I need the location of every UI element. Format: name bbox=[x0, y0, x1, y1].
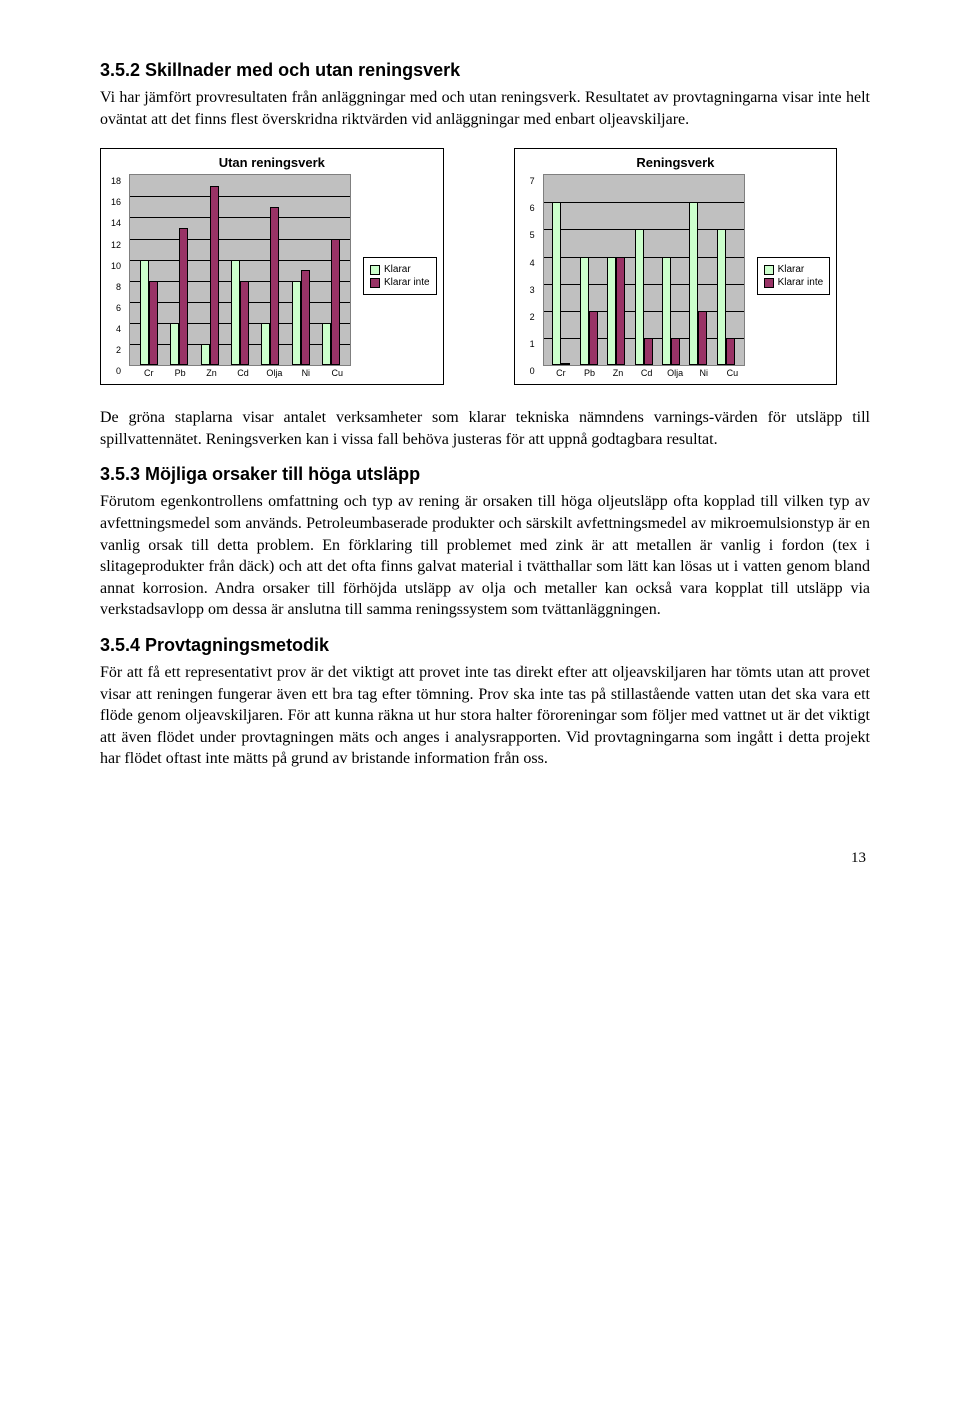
y-tick-label: 6 bbox=[521, 203, 535, 213]
bar-klarar-inte bbox=[644, 338, 653, 365]
bar-klarar-inte bbox=[301, 270, 310, 365]
page-number: 13 bbox=[100, 850, 870, 867]
bar-klarar-inte bbox=[240, 281, 249, 365]
y-tick-label: 2 bbox=[107, 345, 121, 355]
y-tick-label: 10 bbox=[107, 261, 121, 271]
bar-klarar bbox=[292, 281, 301, 365]
bar-klarar bbox=[140, 260, 149, 366]
y-tick-label: 4 bbox=[107, 324, 121, 334]
bar-klarar bbox=[552, 202, 561, 365]
section-1-text: Vi har jämfört provresultaten från anläg… bbox=[100, 87, 870, 130]
legend-label: Klarar bbox=[778, 264, 805, 275]
x-label: Olja bbox=[259, 368, 290, 378]
bar-klarar-inte bbox=[616, 257, 625, 366]
legend-label: Klarar inte bbox=[778, 277, 824, 288]
bar-klarar-inte bbox=[149, 281, 158, 365]
y-tick-label: 2 bbox=[521, 312, 535, 322]
x-label: Ni bbox=[689, 368, 718, 378]
bar-klarar-inte bbox=[698, 311, 707, 365]
bar-group bbox=[712, 175, 739, 365]
bar-klarar bbox=[580, 257, 589, 366]
bar-group bbox=[134, 175, 164, 365]
chart-title: Reningsverk bbox=[521, 155, 831, 170]
y-tick-label: 14 bbox=[107, 218, 121, 228]
y-tick-label: 3 bbox=[521, 285, 535, 295]
y-tick-label: 1 bbox=[521, 339, 535, 349]
bar-klarar bbox=[322, 323, 331, 365]
legend-swatch-icon bbox=[764, 265, 774, 275]
bar-group bbox=[195, 175, 225, 365]
chart-utan-reningsverk: Utan reningsverk 0 2 4 6 8 10 12 14 16 18 CrPbZnCdO… bbox=[100, 148, 444, 385]
y-tick-label: 0 bbox=[521, 366, 535, 376]
bar-klarar-inte bbox=[331, 239, 340, 366]
bar-klarar-inte bbox=[589, 311, 598, 365]
section-2-text: Förutom egenkontrollens omfattning och t… bbox=[100, 491, 870, 621]
x-label: Pb bbox=[575, 368, 604, 378]
legend-swatch-icon bbox=[370, 278, 380, 288]
bar-group bbox=[685, 175, 712, 365]
x-label: Cr bbox=[133, 368, 164, 378]
bar-group bbox=[225, 175, 255, 365]
bar-group bbox=[602, 175, 629, 365]
bar-klarar bbox=[231, 260, 240, 366]
bar-klarar bbox=[689, 202, 698, 365]
x-label: Cu bbox=[718, 368, 747, 378]
legend-label: Klarar inte bbox=[384, 277, 430, 288]
bar-klarar bbox=[662, 257, 671, 366]
para-after-charts: De gröna staplarna visar antalet verksam… bbox=[100, 407, 870, 450]
bar-klarar bbox=[261, 323, 270, 365]
bar-group bbox=[316, 175, 346, 365]
x-label: Cr bbox=[547, 368, 576, 378]
plot-area bbox=[543, 174, 745, 366]
legend-label: Klarar bbox=[384, 264, 411, 275]
bar-klarar bbox=[170, 323, 179, 365]
bar-klarar bbox=[201, 344, 210, 365]
charts-row: Utan reningsverk024681012141618CrPbZnCdO… bbox=[100, 148, 870, 385]
bar-group bbox=[164, 175, 194, 365]
bar-group bbox=[657, 175, 684, 365]
y-tick-label: 4 bbox=[521, 258, 535, 268]
bar-klarar bbox=[717, 229, 726, 365]
y-tick-label: 12 bbox=[107, 240, 121, 250]
x-label: Zn bbox=[604, 368, 633, 378]
bar-klarar bbox=[635, 229, 644, 365]
bar-klarar-inte bbox=[561, 363, 570, 365]
x-label: Ni bbox=[290, 368, 321, 378]
bar-klarar-inte bbox=[210, 186, 219, 365]
x-label: Cu bbox=[322, 368, 353, 378]
bar-klarar-inte bbox=[671, 338, 680, 365]
legend-swatch-icon bbox=[370, 265, 380, 275]
bar-group bbox=[255, 175, 285, 365]
section-3-heading: 3.5.4 Provtagningsmetodik bbox=[100, 635, 870, 656]
y-tick-label: 18 bbox=[107, 176, 121, 186]
x-label: Zn bbox=[196, 368, 227, 378]
bar-group bbox=[548, 175, 575, 365]
legend-swatch-icon bbox=[764, 278, 774, 288]
chart-reningsverk: Reningsverk 0 1 2 3 4 5 6 7 CrPbZnCdOljaNiCu Klara… bbox=[514, 148, 838, 385]
x-label: Cd bbox=[632, 368, 661, 378]
bar-klarar-inte bbox=[179, 228, 188, 365]
chart-legend: Klarar Klarar inte bbox=[363, 257, 437, 295]
y-tick-label: 7 bbox=[521, 176, 535, 186]
y-tick-label: 16 bbox=[107, 197, 121, 207]
section-1-heading: 3.5.2 Skillnader med och utan reningsver… bbox=[100, 60, 870, 81]
bar-klarar-inte bbox=[726, 338, 735, 365]
x-label: Olja bbox=[661, 368, 690, 378]
bar-group bbox=[575, 175, 602, 365]
x-label: Pb bbox=[164, 368, 195, 378]
bar-group bbox=[630, 175, 657, 365]
chart-title: Utan reningsverk bbox=[107, 155, 437, 170]
section-2-heading: 3.5.3 Möjliga orsaker till höga utsläpp bbox=[100, 464, 870, 485]
bar-klarar bbox=[607, 257, 616, 366]
section-3-text: För att få ett representativt prov är de… bbox=[100, 662, 870, 770]
bar-klarar-inte bbox=[270, 207, 279, 365]
y-tick-label: 5 bbox=[521, 230, 535, 240]
y-tick-label: 0 bbox=[107, 366, 121, 376]
bar-group bbox=[285, 175, 315, 365]
chart-legend: Klarar Klarar inte bbox=[757, 257, 831, 295]
x-label: Cd bbox=[227, 368, 258, 378]
y-tick-label: 6 bbox=[107, 303, 121, 313]
plot-area bbox=[129, 174, 351, 366]
y-tick-label: 8 bbox=[107, 282, 121, 292]
